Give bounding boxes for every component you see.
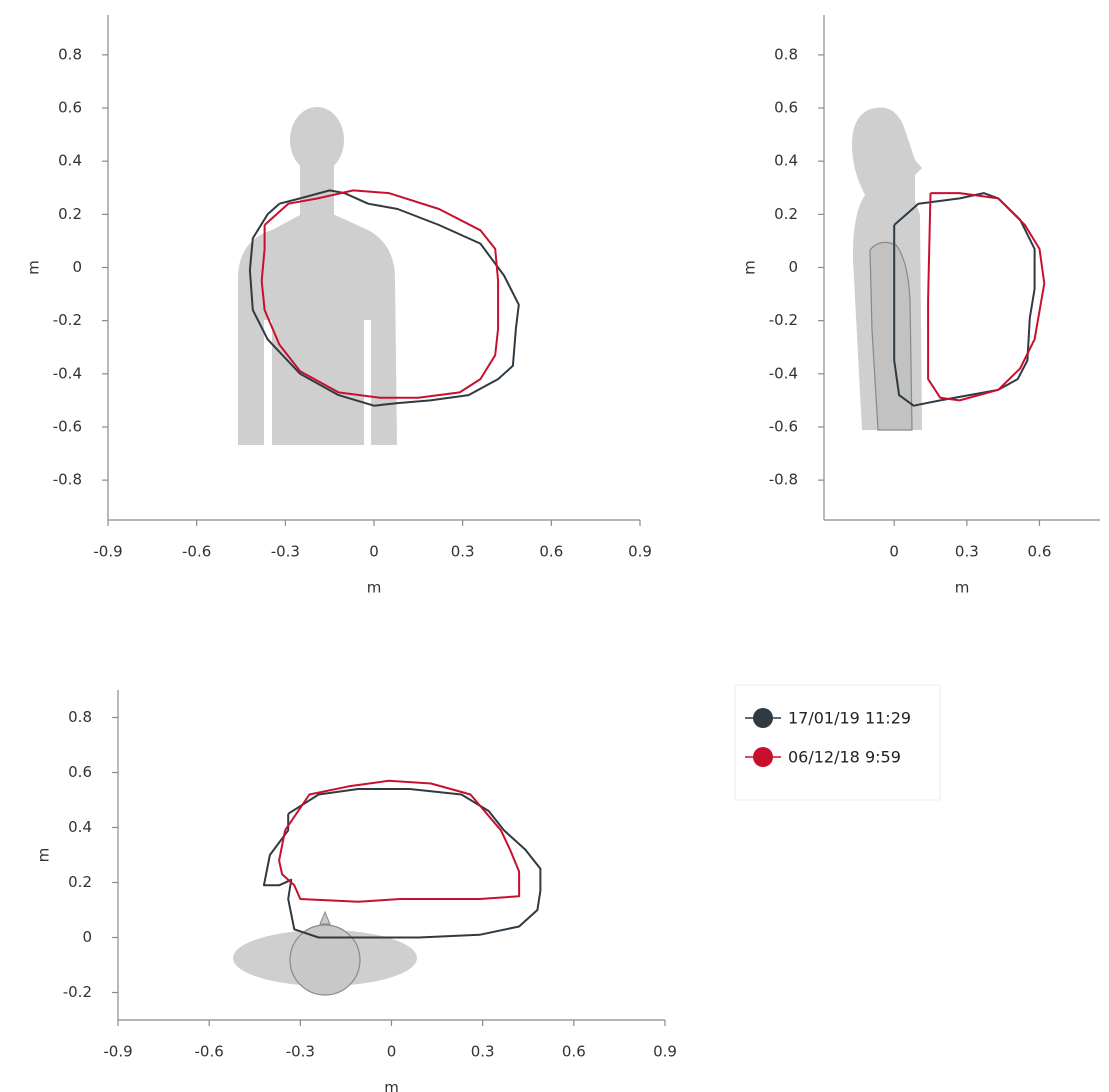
y-tick-label: -0.6 (53, 417, 82, 435)
y-tick-label: -0.2 (53, 311, 82, 329)
y-tick-label: 0 (72, 258, 82, 276)
y-tick-label: 0.2 (68, 873, 92, 891)
y-tick-label: 0.8 (68, 708, 92, 726)
legend-marker (753, 747, 773, 767)
legend-label: 17/01/19 11:29 (788, 709, 911, 728)
y-tick-label: 0.2 (58, 205, 82, 223)
y-tick-label: -0.8 (769, 471, 798, 489)
y-tick-label: -0.6 (769, 417, 798, 435)
x-axis-title: m (367, 579, 382, 597)
x-tick-label: -0.6 (195, 1043, 224, 1061)
y-tick-label: 0.6 (58, 99, 82, 117)
y-tick-label: 0.2 (774, 205, 798, 223)
x-tick-label: 0.6 (539, 543, 563, 561)
y-axis-title: m (25, 260, 43, 275)
x-tick-label: 0.9 (653, 1043, 677, 1061)
envelope-outline (279, 781, 519, 902)
y-tick-label: 0.8 (58, 45, 82, 63)
y-tick-label: -0.4 (53, 364, 82, 382)
x-tick-label: -0.3 (286, 1043, 315, 1061)
x-axis-title: m (955, 579, 970, 597)
side-silhouette (852, 108, 922, 431)
legend-marker (753, 708, 773, 728)
x-tick-label: -0.6 (182, 543, 211, 561)
y-tick-label: -0.4 (769, 364, 798, 382)
envelope-outline (928, 193, 1044, 400)
y-axis-title: m (35, 848, 53, 863)
x-tick-label: 0 (889, 543, 899, 561)
legend-box (735, 685, 940, 800)
y-tick-label: -0.2 (769, 311, 798, 329)
y-tick-label: 0.4 (58, 152, 82, 170)
x-tick-label: -0.9 (93, 543, 122, 561)
x-tick-label: 0 (387, 1043, 397, 1061)
top-silhouette (233, 912, 417, 995)
y-tick-label: 0.6 (68, 763, 92, 781)
legend: 17/01/19 11:29 06/12/18 9:59 (735, 685, 940, 800)
y-tick-label: -0.8 (53, 471, 82, 489)
y-tick-label: 0.4 (68, 818, 92, 836)
x-tick-label: 0.3 (471, 1043, 495, 1061)
y-tick-label: 0 (788, 258, 798, 276)
y-tick-label: -0.2 (63, 983, 92, 1001)
x-tick-label: 0.3 (451, 543, 475, 561)
x-tick-label: 0.3 (955, 543, 979, 561)
y-tick-label: 0.4 (774, 152, 798, 170)
x-tick-label: 0.6 (1028, 543, 1052, 561)
y-axis-title: m (741, 260, 759, 275)
envelope-outline (264, 789, 541, 938)
x-tick-label: 0.9 (628, 543, 652, 561)
x-tick-label: -0.9 (103, 1043, 132, 1061)
x-tick-label: 0 (369, 543, 379, 561)
x-tick-label: -0.3 (271, 543, 300, 561)
charts: 17/01/19 11:29 06/12/18 9:59 0.8 0.6 0.4 0.… (0, 0, 1109, 1092)
y-tick-label: 0.6 (774, 99, 798, 117)
x-axis-title: m (384, 1079, 399, 1092)
y-tick-label: 0.8 (774, 45, 798, 63)
legend-label: 06/12/18 9:59 (788, 748, 901, 767)
y-tick-label: 0 (82, 928, 92, 946)
page: 17/01/19 11:29 06/12/18 9:59 0.8 0.6 0.4 0.… (0, 0, 1109, 1092)
x-tick-label: 0.6 (562, 1043, 586, 1061)
